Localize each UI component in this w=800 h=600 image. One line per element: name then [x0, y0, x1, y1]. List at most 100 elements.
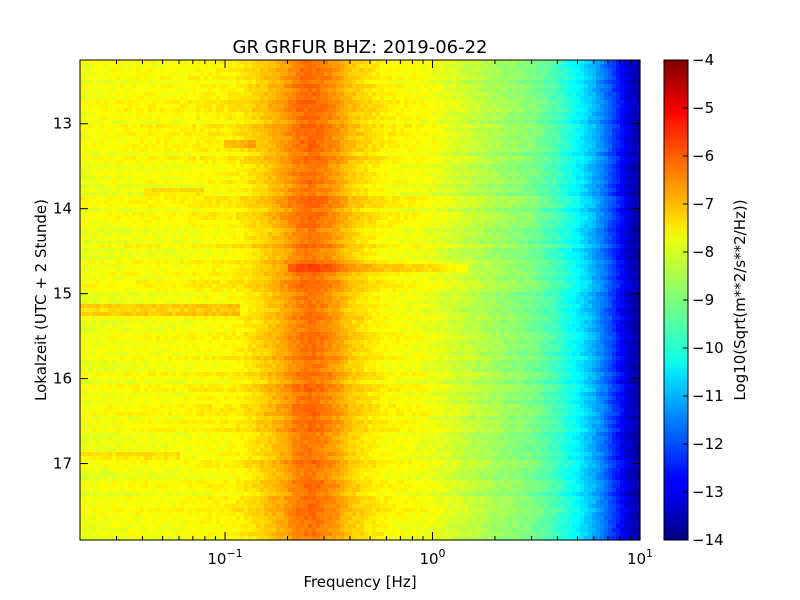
heatmap-cell [360, 196, 365, 201]
heatmap-cell [408, 124, 413, 129]
heatmap-cell [252, 84, 257, 89]
heatmap-cell [240, 172, 245, 177]
heatmap-cell [508, 152, 513, 157]
heatmap-cell [112, 84, 117, 89]
heatmap-cell [328, 168, 333, 173]
heatmap-cell [188, 164, 193, 169]
heatmap-cell [636, 96, 641, 101]
heatmap-cell [436, 180, 441, 185]
heatmap-cell [268, 72, 273, 77]
heatmap-cell [356, 96, 361, 101]
heatmap-cell [460, 200, 465, 205]
heatmap-cell [128, 152, 133, 157]
heatmap-cell [616, 92, 621, 97]
heatmap-cell [200, 172, 205, 177]
heatmap-cell [308, 76, 313, 81]
heatmap-cell [556, 160, 561, 165]
heatmap-cell [388, 76, 393, 81]
heatmap-cell [416, 108, 421, 113]
heatmap-cell [288, 104, 293, 109]
heatmap-cell [564, 112, 569, 117]
heatmap-cell [556, 76, 561, 81]
heatmap-cell [592, 180, 597, 185]
heatmap-cell [396, 148, 401, 153]
heatmap-cell [596, 192, 601, 197]
heatmap-cell [352, 100, 357, 105]
heatmap-cell [628, 80, 633, 85]
heatmap-cell [80, 116, 85, 121]
heatmap-cell [616, 172, 621, 177]
heatmap-cell [240, 188, 245, 193]
heatmap-cell [428, 152, 433, 157]
heatmap-cell [572, 64, 577, 69]
heatmap-cell [104, 60, 109, 65]
heatmap-cell [416, 112, 421, 117]
heatmap-cell [552, 84, 557, 89]
heatmap-cell [132, 180, 137, 185]
heatmap-cell [316, 192, 321, 197]
heatmap-cell [204, 76, 209, 81]
heatmap-cell [196, 160, 201, 165]
heatmap-cell [288, 76, 293, 81]
heatmap-cell [300, 132, 305, 137]
heatmap-cell [580, 76, 585, 81]
heatmap-cell [340, 152, 345, 157]
heatmap-cell [484, 152, 489, 157]
heatmap-cell [540, 64, 545, 69]
heatmap-cell [584, 136, 589, 141]
heatmap-cell [428, 188, 433, 193]
heatmap-cell [436, 160, 441, 165]
heatmap-cell [196, 172, 201, 177]
heatmap-cell [128, 128, 133, 133]
heatmap-cell [496, 136, 501, 141]
heatmap-cell [144, 192, 149, 197]
heatmap-cell [336, 88, 341, 93]
heatmap-cell [508, 96, 513, 101]
heatmap-cell [320, 96, 325, 101]
heatmap-cell [480, 92, 485, 97]
heatmap-cell [632, 116, 637, 121]
heatmap-cell [448, 152, 453, 157]
heatmap-cell [284, 108, 289, 113]
heatmap-cell [192, 144, 197, 149]
heatmap-cell [96, 156, 101, 161]
heatmap-cell [80, 88, 85, 93]
heatmap-cell [176, 176, 181, 181]
heatmap-cell [104, 140, 109, 145]
heatmap-cell [452, 172, 457, 177]
heatmap-cell [544, 80, 549, 85]
heatmap-cell [488, 100, 493, 105]
heatmap-cell [484, 144, 489, 149]
heatmap-cell [308, 136, 313, 141]
heatmap-cell [408, 64, 413, 69]
heatmap-cell [88, 160, 93, 165]
heatmap-cell [140, 200, 145, 205]
heatmap-cell [428, 92, 433, 97]
heatmap-cell [516, 164, 521, 169]
heatmap-cell [216, 184, 221, 189]
heatmap-cell [380, 80, 385, 85]
heatmap-cell [268, 144, 273, 149]
heatmap-cell [632, 180, 637, 185]
heatmap-cell [448, 104, 453, 109]
heatmap-cell [444, 164, 449, 169]
heatmap-cell [500, 108, 505, 113]
heatmap-cell [436, 64, 441, 69]
heatmap-cell [560, 108, 565, 113]
heatmap-cell [196, 132, 201, 137]
heatmap-cell [192, 200, 197, 205]
heatmap-cell [104, 144, 109, 149]
heatmap-cell [316, 184, 321, 189]
heatmap-cell [168, 196, 173, 201]
heatmap-cell [208, 72, 213, 77]
heatmap-cell [584, 144, 589, 149]
heatmap-cell [132, 68, 137, 73]
heatmap-cell [552, 80, 557, 85]
heatmap-cell [220, 84, 225, 89]
heatmap-cell [216, 152, 221, 157]
heatmap-cell [88, 156, 93, 161]
heatmap-cell [536, 144, 541, 149]
heatmap-cell [544, 132, 549, 137]
heatmap-cell [612, 156, 617, 161]
heatmap-cell [608, 84, 613, 89]
